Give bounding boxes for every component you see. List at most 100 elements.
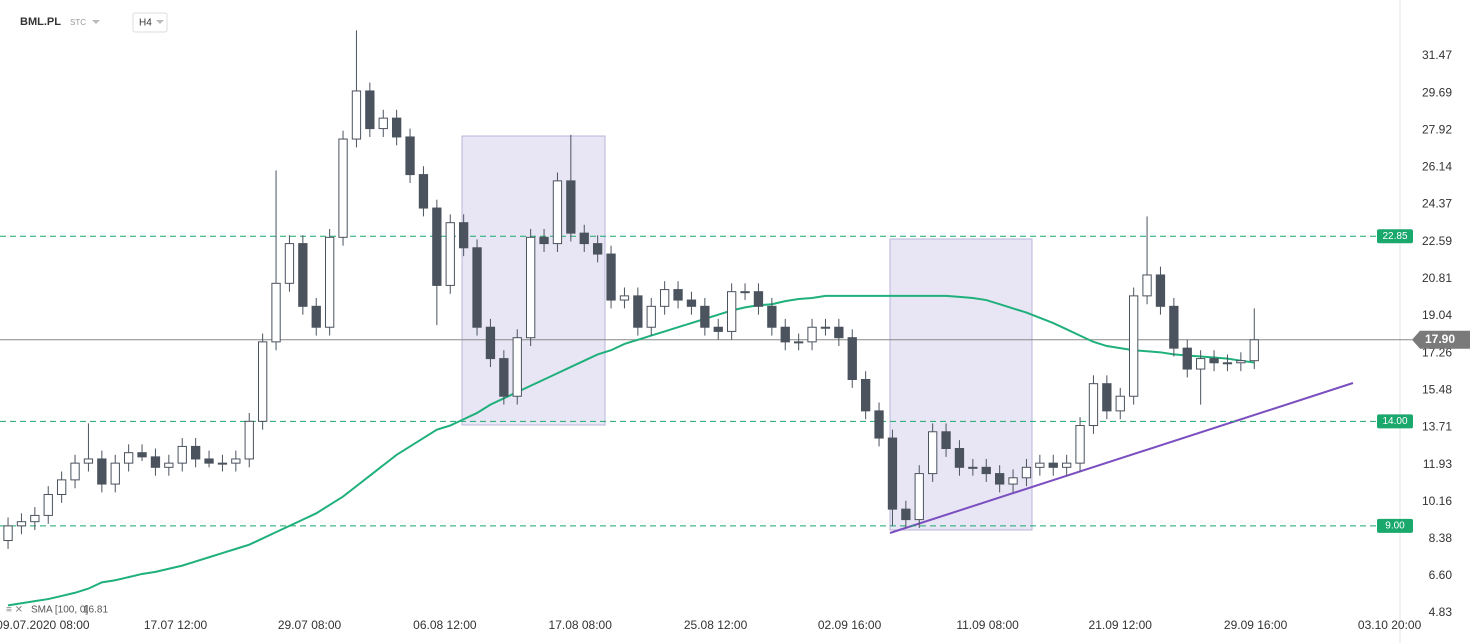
candle-body	[43, 494, 53, 516]
level-tag	[1377, 229, 1413, 244]
candle-body	[150, 456, 161, 468]
candle-body	[793, 341, 804, 344]
candle-body	[418, 174, 429, 209]
level-label: 9.00	[1385, 521, 1405, 532]
subtitle: STC	[70, 18, 86, 27]
candle-body	[1035, 462, 1045, 468]
candle-body	[1249, 339, 1259, 362]
candle-body	[901, 508, 911, 521]
timeframe-button[interactable]	[132, 12, 168, 33]
last-price-label: 17.90	[1425, 332, 1455, 346]
candle-body	[97, 458, 107, 485]
y-tick-label: 19.04	[1422, 308, 1452, 322]
candle-body	[968, 466, 978, 469]
level-label: 22.85	[1382, 231, 1407, 242]
last-price-tag	[1412, 330, 1470, 349]
y-tick-label: 20.81	[1422, 271, 1452, 285]
candle-body	[1075, 425, 1085, 464]
x-tick-label: 25.08 12:00	[684, 618, 748, 632]
candle-body	[1048, 462, 1058, 468]
candle-body	[231, 458, 241, 464]
candle-body	[177, 445, 187, 464]
candle-body	[753, 291, 764, 307]
y-tick-label: 29.69	[1422, 85, 1452, 99]
candle-body	[3, 525, 13, 542]
candle-body	[1062, 462, 1072, 468]
candle-body	[994, 473, 1005, 485]
candle-body	[673, 289, 683, 301]
y-tick-label: 11.93	[1423, 457, 1452, 471]
legend-icon[interactable]: ≡ ✕	[6, 605, 23, 616]
candle-body	[1008, 477, 1018, 485]
candle-body	[1088, 383, 1099, 427]
timeframe[interactable]: H4	[139, 18, 152, 29]
zone	[889, 238, 1033, 531]
candle-body	[271, 282, 281, 343]
y-tick-label: 6.60	[1429, 568, 1453, 582]
candle-body	[780, 326, 790, 343]
dropdown-arrow[interactable]	[92, 20, 100, 24]
candle-body	[338, 138, 348, 238]
candle-body	[606, 253, 616, 301]
candle-body	[311, 305, 321, 328]
candle-body	[16, 521, 27, 527]
candle-body	[820, 326, 831, 329]
y-tick-label: 10.16	[1422, 494, 1452, 508]
candle-body	[713, 326, 723, 332]
y-tick-label: 4.83	[1429, 605, 1453, 619]
candle-body	[485, 326, 496, 360]
candle-body	[1236, 360, 1246, 364]
candle-body	[874, 410, 884, 439]
candle-body	[217, 462, 228, 465]
candle-body	[284, 243, 295, 284]
candle-body	[525, 236, 536, 339]
candle-body	[499, 358, 509, 397]
trend-line	[889, 382, 1354, 534]
candle-body	[70, 462, 80, 481]
candle-body	[257, 341, 268, 422]
candle-body	[324, 236, 335, 328]
candle-body	[190, 445, 201, 460]
candle-body	[1129, 295, 1139, 397]
candle-body	[1182, 347, 1192, 370]
candle-body	[244, 420, 254, 460]
candle-body	[110, 462, 120, 485]
x-tick-label: 21.09 12:00	[1089, 618, 1153, 632]
candle-body	[1102, 383, 1112, 412]
candle-body	[927, 431, 938, 475]
candle-body	[834, 326, 844, 339]
y-tick-label: 31.47	[1422, 48, 1452, 62]
level-label: 14.00	[1382, 416, 1407, 427]
y-tick-label: 22.59	[1422, 234, 1452, 248]
symbol[interactable]: BML.PL	[20, 16, 61, 28]
candle-body	[56, 479, 67, 496]
x-tick-label: 29.07 08:00	[278, 618, 342, 632]
candle-body	[123, 452, 134, 464]
candle-body	[1155, 274, 1166, 307]
level-tag	[1377, 414, 1413, 429]
candle-body	[726, 291, 737, 332]
level-tag	[1377, 518, 1413, 533]
candle-body	[700, 305, 710, 328]
candle-body	[887, 437, 898, 510]
dropdown-arrow[interactable]	[156, 20, 164, 24]
x-tick-label: 11.09 08:00	[956, 618, 1019, 632]
candle-body	[941, 431, 951, 450]
candle-body	[164, 462, 174, 468]
x-tick-label: 02.09 16:00	[818, 618, 882, 632]
candle-body	[30, 514, 40, 523]
candle-body	[767, 305, 777, 328]
candle-body	[83, 458, 94, 464]
candle-body	[1196, 358, 1206, 370]
sma-line	[7, 294, 1255, 607]
plot: 4.83 6.60 8.38 10.16 11.93 13.71 15.48 17.26 19.…	[0, 30, 1470, 632]
indicator-last: 16.81	[83, 605, 108, 616]
candle-body	[659, 289, 670, 307]
candle-body	[1115, 395, 1125, 412]
y-tick-label: 17.26	[1422, 345, 1452, 359]
candle-body	[137, 452, 147, 458]
candle-body	[1209, 358, 1219, 364]
y-tick-label: 27.92	[1422, 122, 1452, 136]
